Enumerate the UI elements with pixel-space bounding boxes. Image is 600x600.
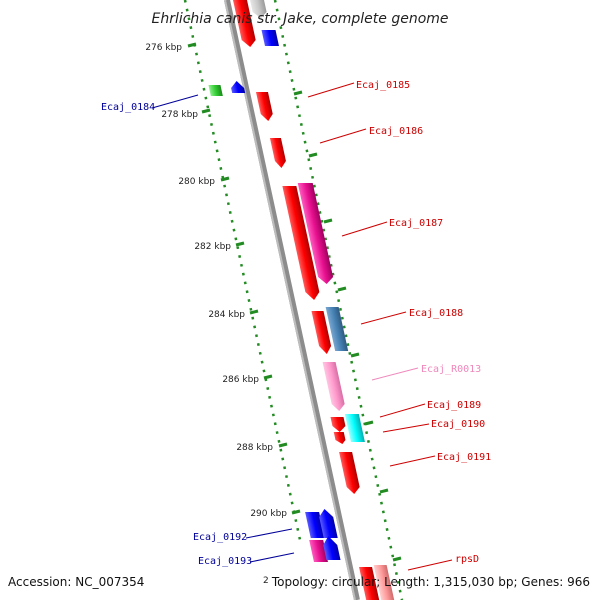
gene-feature-ecaj-0188	[311, 311, 332, 354]
kbp-label: 290 kbp	[250, 509, 287, 519]
gene-feature-ecaj-0193	[309, 540, 328, 562]
gene-feature-inner-blue-small	[231, 81, 246, 93]
cut-kbp-label: 2	[263, 576, 269, 586]
gene-feature-ecaj-0188-b	[325, 307, 349, 351]
kbp-label: 284 kbp	[208, 310, 245, 320]
outer-ticks	[293, 90, 402, 562]
gene-feature-top-blue	[261, 30, 279, 46]
kbp-tick-286	[263, 374, 273, 380]
outer-dotted-track	[273, 0, 404, 600]
leader-rpsd	[407, 559, 453, 571]
genome-title: Ehrlichia canis str. Jake, complete geno…	[151, 11, 448, 27]
gene-label-ecaj-0186: Ecaj_0186	[369, 126, 423, 137]
gene-feature-top-gray	[250, 0, 267, 18]
gene-feature-ecaj-0189	[330, 417, 346, 432]
leader-ecaj-0186	[319, 128, 367, 144]
gene-label-ecaj-0187: Ecaj_0187	[389, 218, 443, 229]
kbp-label: 276 kbp	[145, 43, 182, 53]
gene-feature-ecaj-0187	[282, 186, 320, 300]
leader-ecaj-0191	[389, 455, 436, 467]
gene-label-rpsd: rpsD	[455, 554, 479, 565]
inner-dotted-track	[183, 0, 302, 541]
leader-ecaj-0188	[360, 311, 407, 325]
gene-label-ecaj-0191: Ecaj_0191	[437, 452, 491, 463]
gene-label-ecaj-0185: Ecaj_0185	[356, 80, 410, 91]
gene-label-ecaj-0190: Ecaj_0190	[431, 419, 485, 430]
gene-label-ecaj-0193: Ecaj_0193	[198, 556, 252, 567]
outer-tick	[293, 90, 303, 96]
leader-ecaj-0184	[151, 94, 199, 109]
kbp-label: 286 kbp	[222, 375, 259, 385]
leader-ecaj-r0013	[371, 367, 419, 381]
gene-feature-ecaj-r0013	[322, 362, 345, 411]
gene-label-ecaj-0189: Ecaj_0189	[427, 400, 481, 411]
gene-feature-rpsd-b	[373, 565, 395, 600]
gene-feature-ecaj-0190	[344, 414, 365, 442]
gene-feature-top-red	[233, 0, 256, 47]
kbp-label: 280 kbp	[178, 177, 215, 187]
kbp-tick-280	[220, 176, 230, 182]
kbp-tick-282	[235, 241, 245, 247]
kbp-labels: 276 kbp 278 kbp 280 kbp 282 kbp 284 kbp …	[145, 43, 287, 519]
leader-ecaj-0187	[341, 221, 388, 237]
outer-tick	[379, 488, 389, 494]
kbp-ticks	[187, 42, 301, 515]
gene-feature-rpsd	[359, 567, 380, 600]
gene-feature-ecaj-0193-b	[323, 536, 341, 560]
accession-text: Accession: NC_007354	[8, 575, 144, 589]
kbp-tick-278	[201, 108, 211, 114]
gene-label-ecaj-0192: Ecaj_0192	[193, 532, 247, 543]
gene-feature-ecaj-0192-b	[319, 509, 338, 538]
gene-feature-ecaj-0184	[208, 85, 223, 96]
gene-feature-ecaj-0191	[339, 452, 360, 494]
gene-feature-ecaj-0189-b	[333, 432, 346, 444]
gene-label-ecaj-0184: Ecaj_0184	[101, 102, 155, 113]
gene-label-ecaj-0188: Ecaj_0188	[409, 308, 463, 319]
outer-tick	[308, 152, 318, 158]
leader-ecaj-0185	[307, 82, 355, 98]
leader-ecaj-0192	[245, 528, 293, 539]
genome-backbone-highlight	[224, 0, 356, 600]
leader-ecaj-0190	[382, 423, 430, 433]
kbp-tick-284	[249, 309, 259, 315]
kbp-tick-288	[278, 442, 288, 448]
leader-ecaj-0193	[249, 552, 295, 563]
outer-tick	[392, 556, 402, 562]
outer-tick	[364, 420, 374, 426]
gene-feature-ecaj-0185	[255, 92, 273, 121]
kbp-label: 282 kbp	[194, 242, 231, 252]
outer-tick	[337, 286, 347, 292]
topology-text: Topology: circular; Length: 1,315,030 bp…	[271, 575, 590, 589]
outer-tick	[323, 218, 333, 224]
genome-backbone	[224, 0, 360, 600]
gene-features[interactable]	[190, 0, 403, 600]
leader-ecaj-0189	[379, 403, 426, 418]
kbp-label: 288 kbp	[236, 443, 273, 453]
kbp-tick-276	[187, 42, 197, 48]
gene-feature-ecaj-0186	[269, 138, 286, 168]
outer-tick	[350, 352, 360, 358]
kbp-tick-290	[291, 509, 301, 515]
gene-feature-ecaj-0187-b	[297, 183, 334, 284]
gene-labels[interactable]: Ecaj_0184 Ecaj_0185 Ecaj_0186 Ecaj_0187 …	[101, 80, 491, 567]
leader-lines	[151, 82, 453, 571]
kbp-label: 278 kbp	[161, 110, 198, 120]
gene-label-ecaj-r0013: Ecaj_R0013	[421, 364, 481, 375]
